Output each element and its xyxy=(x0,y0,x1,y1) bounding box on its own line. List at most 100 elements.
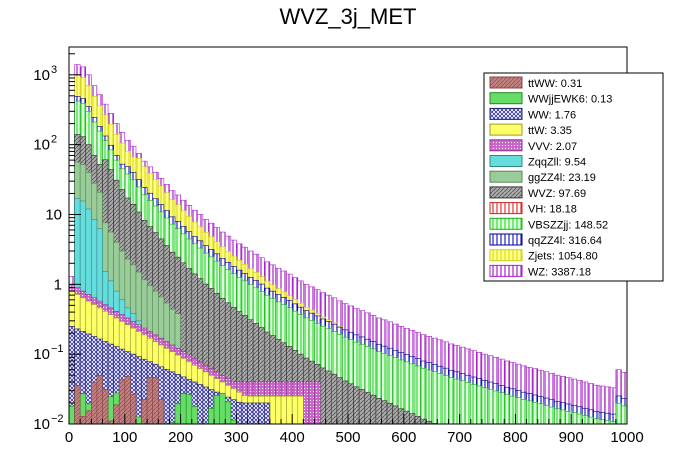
histogram-bin xyxy=(459,380,466,425)
histogram-bin xyxy=(414,365,421,425)
histogram-bin xyxy=(85,410,92,425)
histogram-bin xyxy=(135,416,142,425)
histogram-bin xyxy=(213,395,220,425)
x-tick-label: 500 xyxy=(335,429,360,446)
legend-swatch xyxy=(489,264,523,277)
x-tick-label: 100 xyxy=(112,429,137,446)
y-tick-label: 10 xyxy=(33,346,50,363)
histogram-bin xyxy=(286,395,293,425)
legend-entry: WZ: 3387.18 xyxy=(528,266,591,278)
histogram-bin xyxy=(135,356,142,425)
histogram-bin xyxy=(224,401,232,425)
legend-swatch xyxy=(489,107,523,120)
histogram-bin xyxy=(381,400,388,425)
x-tick-label: 0 xyxy=(65,429,73,446)
histogram-bin xyxy=(436,373,444,425)
histogram-bin xyxy=(124,376,131,425)
histogram-bin xyxy=(420,368,427,425)
histogram-bin xyxy=(554,408,561,425)
histogram-bin xyxy=(453,378,460,425)
x-tick-label: 900 xyxy=(559,429,584,446)
histogram-bin xyxy=(621,405,628,425)
legend-entry: WW: 1.76 xyxy=(528,109,576,121)
legend-swatch xyxy=(489,249,523,262)
y-tick-exponent: 2 xyxy=(51,134,57,146)
histogram-bin xyxy=(330,373,338,425)
legend-entry: VH: 18.18 xyxy=(528,204,577,216)
histogram-bin xyxy=(269,395,276,425)
histogram-bin xyxy=(325,370,332,425)
legend-swatch xyxy=(489,202,523,215)
histogram-bin xyxy=(180,393,187,425)
histogram-bin xyxy=(163,369,170,425)
histogram-bin xyxy=(582,415,589,425)
histogram-bin xyxy=(509,395,516,425)
histogram-bin xyxy=(197,384,204,425)
x-tick-label: 600 xyxy=(391,429,416,446)
histogram-bin xyxy=(169,371,176,425)
legend-swatch xyxy=(489,155,523,167)
y-tick-exponent: 3 xyxy=(51,64,57,76)
histogram-bin xyxy=(91,382,98,425)
histogram-bin xyxy=(130,393,137,425)
histogram-bin xyxy=(403,410,410,425)
histogram-bin xyxy=(353,386,360,425)
histogram-bin xyxy=(565,411,572,425)
legend-swatch xyxy=(489,186,523,199)
histogram-bin xyxy=(392,405,399,425)
legend-swatch xyxy=(489,76,523,89)
histogram-bin xyxy=(587,416,594,425)
y-tick-label: 10 xyxy=(33,416,50,433)
histogram-bin xyxy=(202,386,209,425)
y-tick-exponent: −2 xyxy=(51,413,64,425)
histogram-bin xyxy=(548,406,555,425)
histogram-bin xyxy=(425,369,432,425)
histogram-bin xyxy=(442,375,449,425)
legend-entry: ZqqZll: 9.54 xyxy=(528,157,586,169)
histogram-bin xyxy=(146,377,153,425)
histogram-bin xyxy=(503,394,511,425)
histogram-bin xyxy=(476,385,483,425)
histogram-bin xyxy=(615,402,622,425)
histogram-bin xyxy=(208,408,215,425)
histogram-bin xyxy=(79,416,87,425)
histogram-bin xyxy=(308,381,315,425)
histogram-bin xyxy=(303,381,310,425)
y-tick-exponent: −1 xyxy=(51,343,64,355)
histogram-bin xyxy=(570,412,578,425)
histogram-bin xyxy=(275,395,282,425)
histogram-bin xyxy=(370,394,377,425)
histogram-bin xyxy=(252,402,260,425)
histogram-bin xyxy=(185,394,193,425)
chart-title: WVZ_3j_MET xyxy=(280,4,417,29)
x-tick-label: 200 xyxy=(168,429,193,446)
legend-entry: ggZZ4l: 23.19 xyxy=(528,172,596,184)
histogram-bin xyxy=(241,402,248,425)
histogram-bin xyxy=(593,418,600,425)
histogram-bin xyxy=(470,384,477,425)
histogram-bin xyxy=(498,392,505,425)
histogram-bin xyxy=(342,380,349,425)
histogram-bin xyxy=(487,389,494,425)
histogram-bin xyxy=(191,406,198,425)
histogram-bin xyxy=(141,398,148,425)
legend-swatch xyxy=(489,123,523,136)
histogram-bin xyxy=(102,389,109,425)
histogram-bin xyxy=(375,397,382,425)
histogram-bin xyxy=(414,415,421,425)
legend-entry: VBSZZjj: 148.52 xyxy=(528,219,608,231)
x-tick-label: 1000 xyxy=(610,429,643,446)
histogram-bars xyxy=(68,64,628,425)
histogram-bin xyxy=(492,390,499,425)
legend-entry: WVZ: 97.69 xyxy=(528,188,586,200)
histogram-bin xyxy=(386,402,393,425)
histogram-bin xyxy=(448,377,455,425)
legend-entry: WWjjEWK6: 0.13 xyxy=(528,94,612,106)
histogram-bin xyxy=(531,401,539,425)
x-tick-label: 300 xyxy=(224,429,249,446)
y-tick-label: 10 xyxy=(33,137,50,154)
histogram-bin xyxy=(515,397,522,425)
histogram-bin xyxy=(526,400,533,425)
legend-swatch xyxy=(489,170,523,183)
